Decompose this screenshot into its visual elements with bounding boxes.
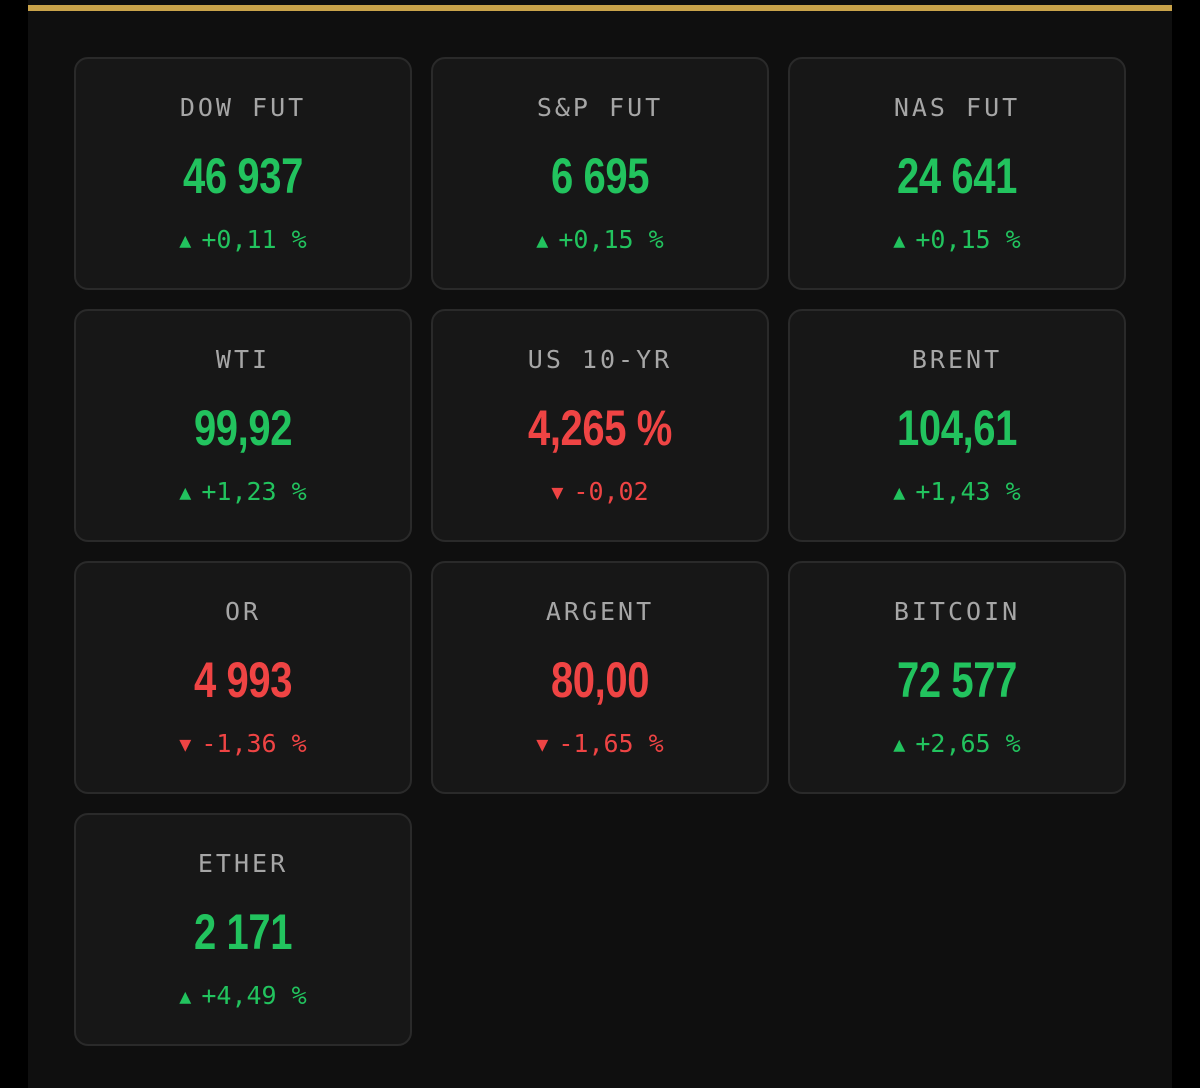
- quote-change: ▼ -1,36 %: [76, 728, 410, 760]
- arrow-down-icon: ▼: [536, 732, 549, 756]
- quote-card-bitcoin[interactable]: BITCOIN 72 577 ▲ +2,65 %: [788, 561, 1126, 794]
- quote-label: BRENT: [911, 345, 1003, 374]
- quote-change: ▲ +0,15 %: [433, 224, 767, 256]
- quote-change: ▲ +0,11 %: [76, 224, 410, 256]
- quote-card-sp-fut[interactable]: S&P FUT 6 695 ▲ +0,15 %: [431, 57, 769, 290]
- market-panel: DOW FUT 46 937 ▲ +0,11 % S&P FUT 6 695 ▲ +…: [28, 0, 1172, 1088]
- quote-card-us-10-yr[interactable]: US 10-YR 4,265 % ▼ -0,02: [431, 309, 769, 542]
- quote-value: 104,61: [897, 400, 1017, 456]
- arrow-up-icon: ▲: [179, 480, 192, 504]
- quote-value: 99,92: [193, 400, 293, 456]
- quote-value: 4 993: [193, 652, 293, 708]
- quote-grid: DOW FUT 46 937 ▲ +0,11 % S&P FUT 6 695 ▲ +…: [74, 57, 1126, 1046]
- quote-change: ▲ +1,23 %: [76, 476, 410, 508]
- quote-card-dow-fut[interactable]: DOW FUT 46 937 ▲ +0,11 %: [74, 57, 412, 290]
- quote-change: ▲ +2,65 %: [790, 728, 1124, 760]
- quote-value: 4,265 %: [528, 400, 672, 456]
- change-text: +0,11 %: [201, 225, 307, 254]
- quote-change: ▼ -1,65 %: [433, 728, 767, 760]
- quote-label: BITCOIN: [893, 597, 1021, 626]
- quote-value: 2 171: [193, 904, 293, 960]
- quote-value: 24 641: [897, 148, 1017, 204]
- quote-card-brent[interactable]: BRENT 104,61 ▲ +1,43 %: [788, 309, 1126, 542]
- arrow-up-icon: ▲: [536, 228, 549, 252]
- change-text: +1,43 %: [915, 477, 1021, 506]
- quote-label: DOW FUT: [179, 93, 307, 122]
- quote-value: 6 695: [550, 148, 650, 204]
- change-text: +1,23 %: [201, 477, 307, 506]
- arrow-up-icon: ▲: [893, 480, 906, 504]
- quote-label: S&P FUT: [536, 93, 664, 122]
- quote-change: ▼ -0,02: [433, 476, 767, 508]
- quote-card-nas-fut[interactable]: NAS FUT 24 641 ▲ +0,15 %: [788, 57, 1126, 290]
- quote-label: ARGENT: [545, 597, 655, 626]
- quote-card-argent[interactable]: ARGENT 80,00 ▼ -1,65 %: [431, 561, 769, 794]
- arrow-up-icon: ▲: [893, 228, 906, 252]
- quote-label: US 10-YR: [527, 345, 673, 374]
- quote-card-or[interactable]: OR 4 993 ▼ -1,36 %: [74, 561, 412, 794]
- quote-value: 80,00: [550, 652, 650, 708]
- quote-label: OR: [224, 597, 262, 626]
- quote-label: WTI: [215, 345, 271, 374]
- change-text: +0,15 %: [915, 225, 1021, 254]
- quote-label: NAS FUT: [893, 93, 1021, 122]
- quote-change: ▲ +1,43 %: [790, 476, 1124, 508]
- accent-rule: [28, 5, 1172, 11]
- arrow-down-icon: ▼: [551, 480, 564, 504]
- change-text: -1,65 %: [558, 729, 664, 758]
- arrow-down-icon: ▼: [179, 732, 192, 756]
- arrow-up-icon: ▲: [893, 732, 906, 756]
- change-text: +4,49 %: [201, 981, 307, 1010]
- change-text: +2,65 %: [915, 729, 1021, 758]
- quote-card-wti[interactable]: WTI 99,92 ▲ +1,23 %: [74, 309, 412, 542]
- quote-label: ETHER: [197, 849, 289, 878]
- quote-change: ▲ +4,49 %: [76, 980, 410, 1012]
- change-text: -1,36 %: [201, 729, 307, 758]
- change-text: -0,02: [573, 477, 649, 506]
- quote-value: 72 577: [897, 652, 1017, 708]
- quote-card-ether[interactable]: ETHER 2 171 ▲ +4,49 %: [74, 813, 412, 1046]
- arrow-up-icon: ▲: [179, 228, 192, 252]
- arrow-up-icon: ▲: [179, 984, 192, 1008]
- quote-change: ▲ +0,15 %: [790, 224, 1124, 256]
- quote-value: 46 937: [183, 148, 303, 204]
- change-text: +0,15 %: [558, 225, 664, 254]
